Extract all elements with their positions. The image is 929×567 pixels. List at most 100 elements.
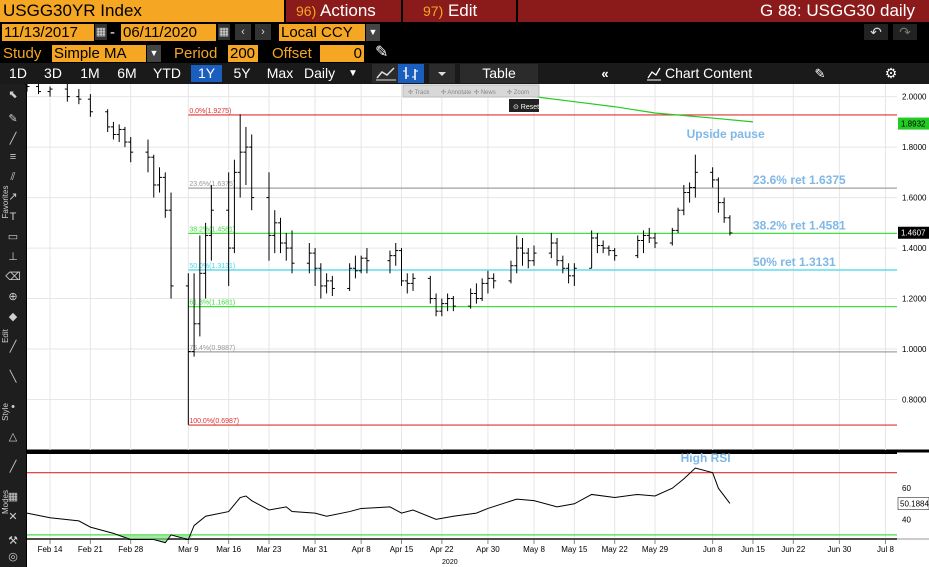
x-tick-label: Apr 22 [430,545,454,554]
calendar-icon[interactable]: ▦ [95,24,107,40]
eraser-icon[interactable]: ⌫ [5,271,21,283]
end-date-input[interactable]: 06/11/2020 [121,24,216,41]
dot-icon[interactable]: • [11,401,15,413]
range-1y[interactable]: 1Y [191,65,222,82]
ohlc-bar [329,275,335,297]
ohlc-bar [554,237,560,266]
arrow-icon[interactable]: ↗ [8,191,17,203]
ohlc-bar [715,177,721,213]
range-ytd[interactable]: YTD [153,65,181,81]
chart-content-icon [646,65,662,82]
pointer-icon[interactable]: ⬉ [8,89,17,101]
overlay-tool-zoom[interactable]: ✣ Zoom [507,89,529,96]
line-tool-icon[interactable]: ╱ [9,459,18,473]
redo-icon[interactable]: ↷ [893,24,917,40]
bar-chart-icon[interactable] [398,64,424,83]
chevron-down-icon[interactable]: ▼ [366,24,380,41]
chart-annotation: Upside pause [687,127,765,141]
chevron-left-icon[interactable]: ‹ [235,24,251,40]
line-tool-icon[interactable]: ╱ [9,339,18,353]
ohlc-bar [289,230,295,274]
overlay-tool-annotate[interactable]: ✣ Annotate [441,89,472,96]
ohlc-bar [116,124,122,143]
x-tick-label: Jun 8 [703,545,723,554]
study-select[interactable]: Simple MA [52,45,146,62]
ohlc-bar [272,210,278,254]
shape-tool-icon[interactable]: ▭ [8,231,18,243]
range-3d[interactable]: 3D [44,65,62,81]
triangle-icon[interactable]: △ [9,431,18,443]
channel-icon[interactable]: ⫽ [10,171,16,183]
chevron-down-icon[interactable]: ▼ [348,68,358,79]
x-tick-label: Feb 14 [38,545,63,554]
cross-icon[interactable]: ✕ [8,511,17,523]
pen-icon[interactable]: ✎ [8,113,17,125]
edit-chart-icon[interactable]: ✎ [814,66,826,81]
ohlc-bar [681,184,687,216]
ohlc-bar [606,245,612,256]
chevron-down-icon[interactable] [429,64,455,83]
range-6m[interactable]: 6M [117,65,137,81]
edit-menu[interactable]: 97) Edit [423,0,477,22]
date-separator: - [110,24,115,41]
pen-icon[interactable]: ✎ [375,44,389,61]
range-1d[interactable]: 1D [9,65,27,81]
measure-icon[interactable]: ⊥ [8,251,18,263]
ohlc-bar [727,215,733,236]
chart-content-label[interactable]: Chart Content [665,65,753,81]
globe-icon[interactable]: ◎ [8,551,18,563]
frequency-select[interactable]: Daily [304,65,336,81]
side-section-label: Favorites [1,186,10,219]
wrench-icon[interactable]: ⚒ [8,535,18,547]
text-tool-icon[interactable]: T [10,211,17,223]
hatch-icon[interactable]: ▦ [8,491,18,503]
chevron-down-icon[interactable]: ▼ [147,45,161,62]
line-tool-icon[interactable]: ╲ [9,369,18,383]
gear-icon[interactable]: ⚙ [884,65,898,81]
overlay-tool-news[interactable]: ✣ News [474,89,496,96]
ticker-field[interactable]: USGG30YR Index [0,0,284,22]
separator [401,0,403,22]
chevron-right-icon[interactable]: › [255,24,271,40]
x-tick-label: Feb 28 [118,545,143,554]
ohlc-bar [249,134,255,211]
period-input[interactable]: 200 [228,45,258,62]
start-date-input[interactable]: 11/13/2017 [2,24,94,41]
undo-icon[interactable]: ↶ [864,24,888,40]
x-tick-label: Jun 30 [827,545,852,554]
y-axis-panel [897,84,929,567]
range-1m[interactable]: 1M [80,65,100,81]
fib-level-label: 76.4%(0.9887) [189,345,235,352]
reset-button[interactable]: ⊙ Reset [513,104,539,111]
actions-menu[interactable]: 96) Actions [296,0,376,22]
overlay-tool-track[interactable]: ✣ Track [408,89,430,96]
ohlc-bar [226,172,232,286]
table-button[interactable]: Table [460,64,538,83]
ohlc-bar [128,137,134,163]
cursor-icon[interactable]: ⊕ [8,291,17,303]
rsi-panel [27,454,897,538]
line-chart-icon[interactable] [372,64,400,83]
actions-shortcut: 96) [296,3,317,19]
x-tick-label: Apr 30 [476,545,500,554]
range-max[interactable]: Max [266,65,294,81]
edit-label: Edit [447,1,478,20]
offset-input[interactable]: 0 [320,45,364,62]
currency-select[interactable]: Local CCY [279,24,365,41]
calendar-icon[interactable]: ▦ [218,24,230,40]
chart-toolbar: 1D 3D 1M 6M YTD 1Y 5Y Max Daily ▼ Table … [0,63,929,84]
fib-level-label: 50.0%(1.3131) [189,263,235,270]
ohlc-bar [594,232,600,254]
fib-tool-icon[interactable]: ≡ [10,151,16,163]
rsi-tag [897,497,929,510]
collapse-icon[interactable]: « [601,66,609,81]
ohlc-bar [427,275,433,304]
ohlc-bar [612,248,618,261]
ohlc-bar [721,197,727,223]
line-tool-icon[interactable]: ╱ [9,131,18,145]
range-5y[interactable]: 5Y [233,65,251,81]
x-tick-label: May 8 [523,545,545,554]
ohlc-bar [646,227,652,244]
ohlc-bar [445,293,451,312]
marker-icon[interactable]: ◆ [9,311,18,323]
